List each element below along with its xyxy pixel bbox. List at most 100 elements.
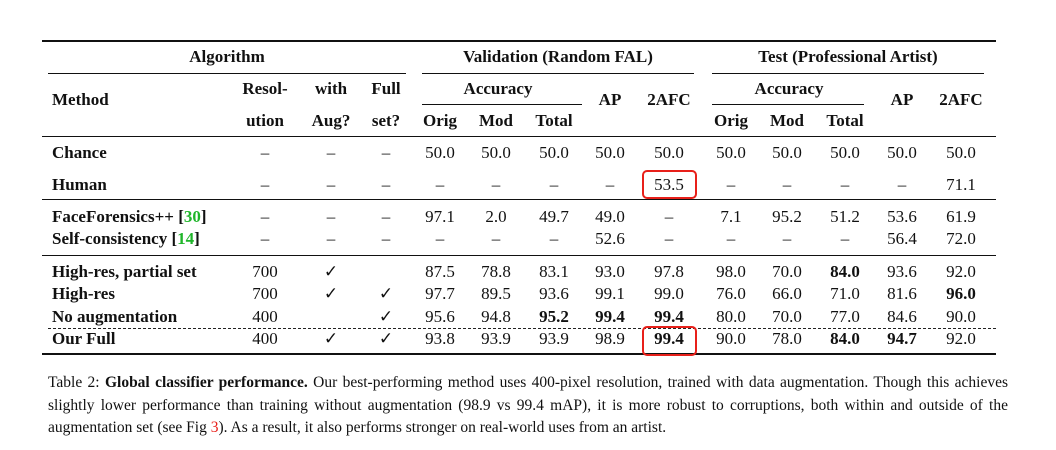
bottom-rule — [42, 353, 996, 355]
table-cell: 90.0 — [946, 307, 976, 326]
header-method: Method — [52, 90, 109, 109]
table-cell: 400 — [252, 307, 278, 326]
table-cell: 97.8 — [654, 262, 684, 281]
caption-title: Global classifier performance. — [104, 374, 308, 391]
table-cell: 98.0 — [716, 262, 746, 281]
table-cell: 95.2 — [539, 307, 569, 326]
table-cell: – — [664, 229, 674, 248]
table-cell: – — [491, 229, 501, 248]
header-test-2afc: 2AFC — [939, 90, 983, 109]
table-cell: ✓ — [378, 329, 394, 348]
table-cell: 50.0 — [539, 143, 569, 162]
row-method-label: FaceForensics++ [30] — [52, 207, 207, 226]
table-cell: 96.0 — [946, 284, 976, 303]
header-test-total: Total — [826, 111, 864, 130]
table-cell: 51.2 — [830, 207, 860, 226]
table-cell: 84.0 — [830, 262, 860, 281]
test-accuracy-underline — [712, 104, 864, 105]
table-cell: 700 — [252, 262, 278, 281]
top-rule — [42, 40, 996, 42]
table-cell: 76.0 — [716, 284, 746, 303]
table-cell: – — [381, 143, 391, 162]
header-val-orig: Orig — [423, 111, 457, 130]
highlight-box-human-2afc — [642, 170, 697, 199]
table-cell: – — [726, 229, 736, 248]
table-cell: – — [782, 175, 792, 194]
separator-rule-2 — [42, 255, 996, 256]
table-cell: – — [435, 229, 445, 248]
table-cell: – — [381, 207, 391, 226]
table-cell: 95.2 — [772, 207, 802, 226]
table-cell: 83.1 — [539, 262, 569, 281]
table-cell: 50.0 — [425, 143, 455, 162]
table-cell: 92.0 — [946, 329, 976, 348]
row-method-label: Self-consistency [14] — [52, 229, 200, 248]
header-full-set-2: set? — [371, 111, 401, 130]
method-name: Chance — [52, 143, 107, 162]
table-cell: 97.1 — [425, 207, 455, 226]
table-cell: 66.0 — [772, 284, 802, 303]
table-cell: 99.0 — [654, 284, 684, 303]
caption-figure-ref[interactable]: 3 — [210, 419, 219, 436]
table-cell: – — [326, 229, 336, 248]
header-with-aug-1: with — [314, 79, 348, 98]
table-cell: 2.0 — [485, 207, 507, 226]
table-cell: 93.0 — [595, 262, 625, 281]
row-method-label: High-res — [52, 284, 115, 304]
header-test: Test (Professional Artist) — [758, 47, 938, 66]
table-cell: ✓ — [378, 307, 394, 326]
method-name: Self-consistency — [52, 229, 168, 248]
table-cell: ✓ — [323, 284, 339, 303]
table-cell: – — [491, 175, 501, 194]
table-cell: 78.8 — [481, 262, 511, 281]
table-cell: 77.0 — [830, 307, 860, 326]
caption-text-2: ). As a result, it also performs stronge… — [218, 419, 667, 436]
table-cell: 50.0 — [481, 143, 511, 162]
citation-link[interactable]: 14 — [177, 229, 195, 248]
table-cell: 95.6 — [425, 307, 455, 326]
algorithm-underline — [48, 73, 406, 74]
table-cell: 50.0 — [716, 143, 746, 162]
table-cell: 50.0 — [595, 143, 625, 162]
table-cell: – — [260, 175, 270, 194]
table-cell: 93.9 — [481, 329, 511, 348]
table-cell: – — [381, 229, 391, 248]
table-cell: 50.0 — [946, 143, 976, 162]
table-cell: 94.8 — [481, 307, 511, 326]
validation-underline — [422, 73, 694, 74]
table-cell: – — [664, 207, 674, 226]
table-cell: – — [260, 229, 270, 248]
separator-rule-1 — [42, 199, 996, 200]
table-cell: – — [605, 175, 615, 194]
table-cell: 99.4 — [595, 307, 625, 326]
table-cell: – — [549, 175, 559, 194]
table-cell: 99.4 — [654, 329, 684, 348]
table-cell: 52.6 — [595, 229, 625, 248]
table-cell: 7.1 — [720, 207, 742, 226]
table-cell: 400 — [252, 329, 278, 348]
table-cell: 70.0 — [772, 307, 802, 326]
table-cell: 50.0 — [654, 143, 684, 162]
val-accuracy-underline — [422, 104, 582, 105]
table-cell: – — [260, 143, 270, 162]
citation-link[interactable]: 30 — [183, 207, 201, 226]
table-cell: 84.0 — [830, 329, 860, 348]
table-cell: 89.5 — [481, 284, 511, 303]
method-name: Human — [52, 175, 107, 194]
header-val-total: Total — [535, 111, 573, 130]
table-cell: 71.0 — [830, 284, 860, 303]
row-method-label: High-res, partial set — [52, 262, 197, 282]
table-cell: 78.0 — [772, 329, 802, 348]
header-with-aug-2: Aug? — [311, 111, 351, 130]
table-cell: 49.7 — [539, 207, 569, 226]
highlight-box-ourfull-2afc — [642, 326, 697, 356]
table-caption: Table 2: Global classifier performance. … — [48, 372, 1008, 440]
table-cell: – — [260, 207, 270, 226]
header-test-orig: Orig — [714, 111, 748, 130]
row-method-label: No augmentation — [52, 307, 177, 327]
table-cell: 93.9 — [539, 329, 569, 348]
table-cell: 61.9 — [946, 207, 976, 226]
table-cell: 99.1 — [595, 284, 625, 303]
table-cell: 87.5 — [425, 262, 455, 281]
table-cell: 99.4 — [654, 307, 684, 326]
